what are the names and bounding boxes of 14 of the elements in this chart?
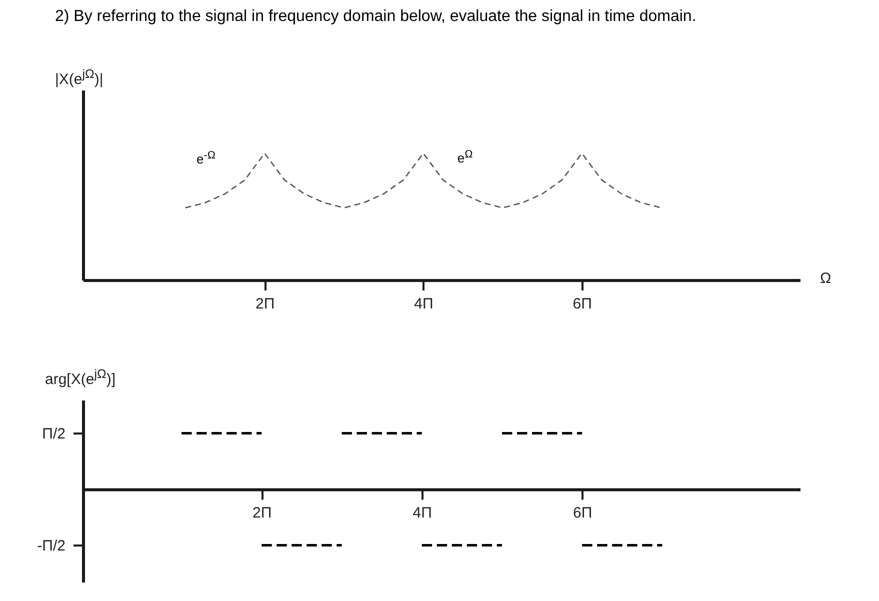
annotation: e$^{Ω}$ [457, 148, 473, 166]
x-tick-label: 6Π [572, 296, 592, 312]
x-tick-label: 4Π [412, 504, 432, 522]
y-axis-title: |X(e$^{jΩ}$)| [55, 67, 104, 88]
annotation: e$^{-Ω}$ [196, 149, 216, 167]
chart-title: 2) By referring to the signal in frequency domain below, evaluate the signal in time domain. [55, 8, 696, 26]
x-axis-title: Ω [820, 270, 832, 287]
y-axis-title: arg[X(e$^{jΩ}$)] [45, 367, 116, 388]
y-tick-label: -Π/2 [37, 538, 66, 555]
x-tick-label: 2Π [256, 296, 275, 312]
x-tick-label: 4Π [414, 296, 434, 312]
x-tick-label: 6Π [573, 504, 592, 522]
y-tick-label: Π/2 [42, 426, 66, 443]
x-tick-label: 2Π [252, 504, 272, 522]
